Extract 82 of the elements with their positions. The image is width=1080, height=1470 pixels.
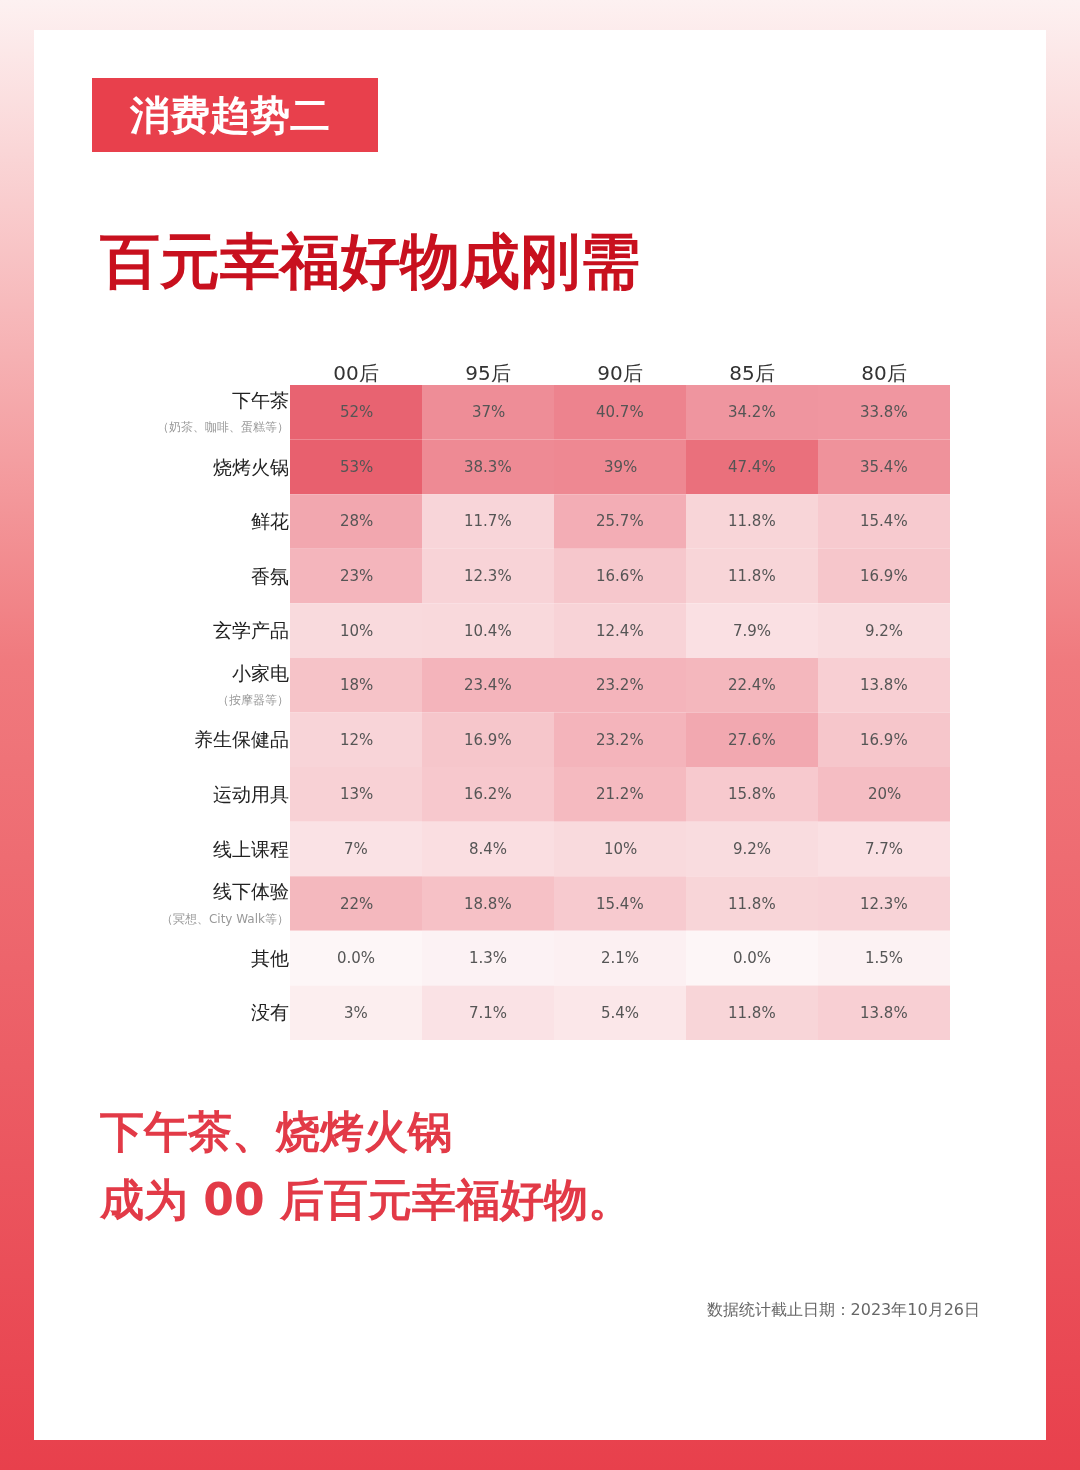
chart-subtitle: 消费趋势二 xyxy=(92,78,378,152)
data-label: 13% xyxy=(340,785,374,803)
data-label: 12% xyxy=(340,731,374,749)
data-label: 16.9% xyxy=(860,731,908,749)
x-tick-label: 80后 xyxy=(861,361,907,385)
data-label: 40.7% xyxy=(596,403,644,421)
y-tick-label: 玄学产品 xyxy=(213,619,289,642)
data-label: 7.1% xyxy=(469,1004,508,1022)
data-label: 22.4% xyxy=(728,676,776,694)
y-tick-label: 下午茶（奶茶、咖啡、蛋糕等） xyxy=(157,388,289,435)
data-label: 7.9% xyxy=(733,622,772,640)
data-label: 18% xyxy=(340,676,374,694)
data-label: 1.5% xyxy=(865,949,904,967)
data-label: 21.2% xyxy=(596,785,644,803)
y-tick-label: 小家电（按摩器等） xyxy=(217,661,289,708)
data-label: 16.9% xyxy=(860,567,908,585)
data-label: 7.7% xyxy=(865,840,904,858)
y-tick-label: 其他 xyxy=(251,946,289,969)
data-label: 34.2% xyxy=(728,403,776,421)
data-label: 5.4% xyxy=(601,1004,640,1022)
data-label: 2.1% xyxy=(601,949,640,967)
data-label: 9.2% xyxy=(865,622,904,640)
data-label: 39% xyxy=(604,458,638,476)
data-label: 11.8% xyxy=(728,512,776,530)
data-label: 52% xyxy=(340,403,374,421)
data-label: 53% xyxy=(340,458,374,476)
data-label: 27.6% xyxy=(728,731,776,749)
data-label: 16.6% xyxy=(596,567,644,585)
y-tick-label: 线下体验（冥想、City Walk等） xyxy=(160,879,289,926)
y-tick-label: 香氛 xyxy=(251,564,289,587)
text: 数据统计截止日期：2023年10月26日 xyxy=(706,1300,980,1321)
data-label: 38.3% xyxy=(464,458,512,476)
data-label: 10% xyxy=(604,840,638,858)
data-label: 28% xyxy=(340,512,374,530)
data-label: 16.9% xyxy=(464,731,512,749)
data-label: 12.3% xyxy=(464,567,512,585)
y-tick-label: 养生保健品 xyxy=(194,728,289,751)
data-label: 20% xyxy=(868,785,902,803)
data-label: 22% xyxy=(340,895,374,913)
y-tick-label: 鲜花 xyxy=(251,510,289,533)
data-label: 23.2% xyxy=(596,731,644,749)
data-label: 25.7% xyxy=(596,512,644,530)
data-label: 12.3% xyxy=(860,895,908,913)
x-tick-label: 95后 xyxy=(465,361,511,385)
text: 成为 00 后百元幸福好物。 xyxy=(100,1173,632,1227)
data-label: 10.4% xyxy=(464,622,512,640)
data-label: 23% xyxy=(340,567,374,585)
data-label: 23.2% xyxy=(596,676,644,694)
data-label: 9.2% xyxy=(733,840,772,858)
data-label: 15.4% xyxy=(860,512,908,530)
data-label: 33.8% xyxy=(860,403,908,421)
data-label: 23.4% xyxy=(464,676,512,694)
y-tick-label: 运动用具 xyxy=(213,783,289,806)
data-label: 0.0% xyxy=(337,949,376,967)
x-tick-label: 90后 xyxy=(597,361,643,385)
data-label: 16.2% xyxy=(464,785,512,803)
data-label: 10% xyxy=(340,622,374,640)
data-label: 11.8% xyxy=(728,1004,776,1022)
x-tick-label: 85后 xyxy=(729,361,775,385)
data-label: 15.4% xyxy=(596,895,644,913)
data-label: 37% xyxy=(472,403,506,421)
y-tick-label: 没有 xyxy=(251,1001,289,1024)
data-label: 11.7% xyxy=(464,512,512,530)
data-label: 18.8% xyxy=(464,895,512,913)
data-label: 15.8% xyxy=(728,785,776,803)
y-tick-label: 烧烤火锅 xyxy=(213,455,289,478)
data-label: 8.4% xyxy=(469,840,508,858)
data-label: 13.8% xyxy=(860,676,908,694)
chart-title: 百元幸福好物成刚需 xyxy=(100,225,640,298)
data-label: 11.8% xyxy=(728,567,776,585)
data-label: 7% xyxy=(344,840,368,858)
data-label: 3% xyxy=(344,1004,368,1022)
data-label: 13.8% xyxy=(860,1004,908,1022)
data-label: 1.3% xyxy=(469,949,508,967)
data-label: 12.4% xyxy=(596,622,644,640)
text: 下午茶、烧烤火锅 xyxy=(100,1105,453,1159)
data-label: 0.0% xyxy=(733,949,772,967)
data-label: 35.4% xyxy=(860,458,908,476)
data-label: 11.8% xyxy=(728,895,776,913)
data-label: 47.4% xyxy=(728,458,776,476)
x-tick-label: 00后 xyxy=(333,361,379,385)
y-tick-label: 线上课程 xyxy=(213,837,289,860)
